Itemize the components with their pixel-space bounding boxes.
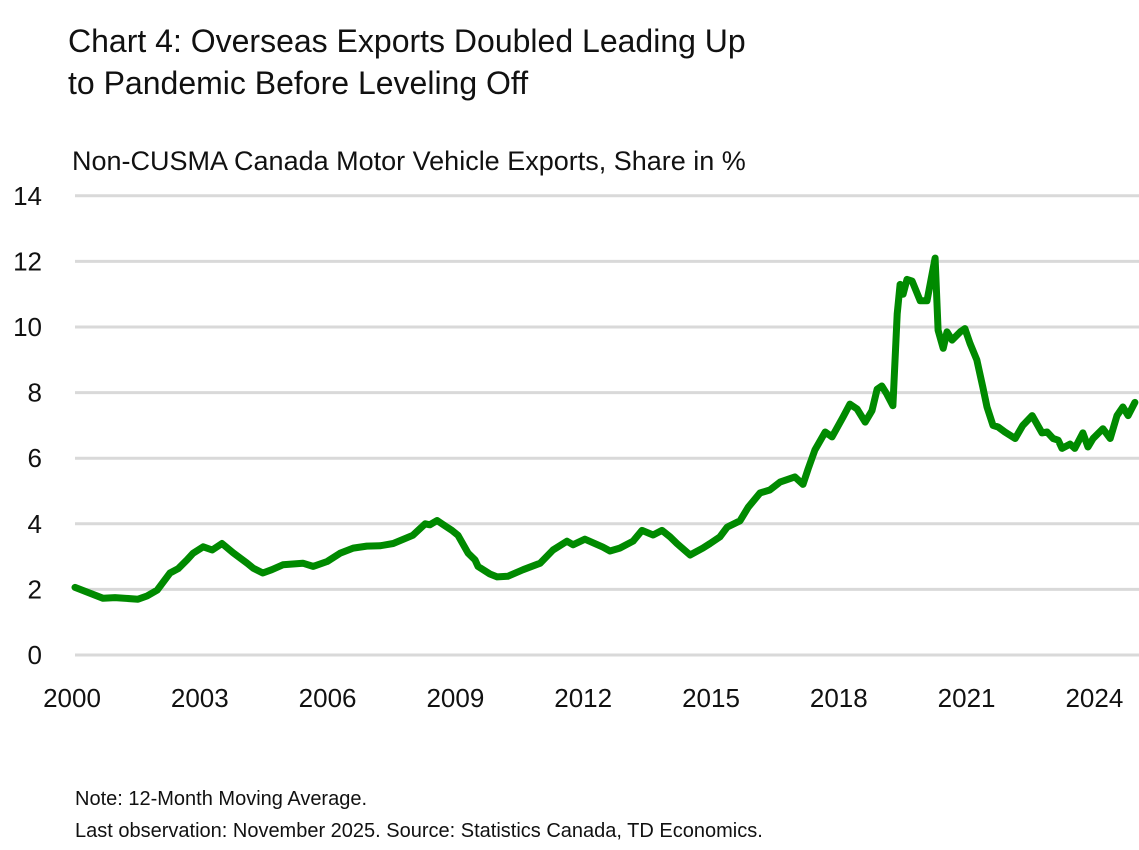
- x-tick-label: 2018: [810, 683, 868, 713]
- note-moving-average: Note: 12-Month Moving Average.: [75, 788, 368, 810]
- y-tick-label: 4: [28, 509, 42, 539]
- y-tick-label: 12: [13, 246, 42, 276]
- chart-title-line-2: to Pandemic Before Leveling Off: [68, 65, 529, 101]
- note-source: Last observation: November 2025. Source:…: [75, 820, 763, 842]
- y-tick-label: 14: [13, 181, 42, 211]
- x-tick-label: 2015: [682, 683, 740, 713]
- x-tick-label: 2006: [299, 683, 357, 713]
- y-tick-label: 10: [13, 312, 42, 342]
- x-tick-label: 2024: [1065, 683, 1123, 713]
- chart-title-line-1: Chart 4: Overseas Exports Doubled Leadin…: [68, 23, 746, 59]
- x-tick-label: 2012: [554, 683, 612, 713]
- x-tick-label: 2021: [938, 683, 996, 713]
- series-line: [71, 254, 1139, 603]
- chart-title: Chart 4: Overseas Exports Doubled Leadin…: [68, 20, 746, 104]
- chart-subtitle: Non-CUSMA Canada Motor Vehicle Exports, …: [72, 146, 746, 176]
- x-tick-label: 2003: [171, 683, 229, 713]
- x-tick-label: 2009: [426, 683, 484, 713]
- x-tick-label: 2000: [43, 683, 101, 713]
- y-tick-label: 8: [28, 378, 42, 408]
- y-tick-label: 6: [28, 443, 42, 473]
- y-tick-label: 0: [28, 640, 42, 670]
- y-tick-label: 2: [28, 574, 42, 604]
